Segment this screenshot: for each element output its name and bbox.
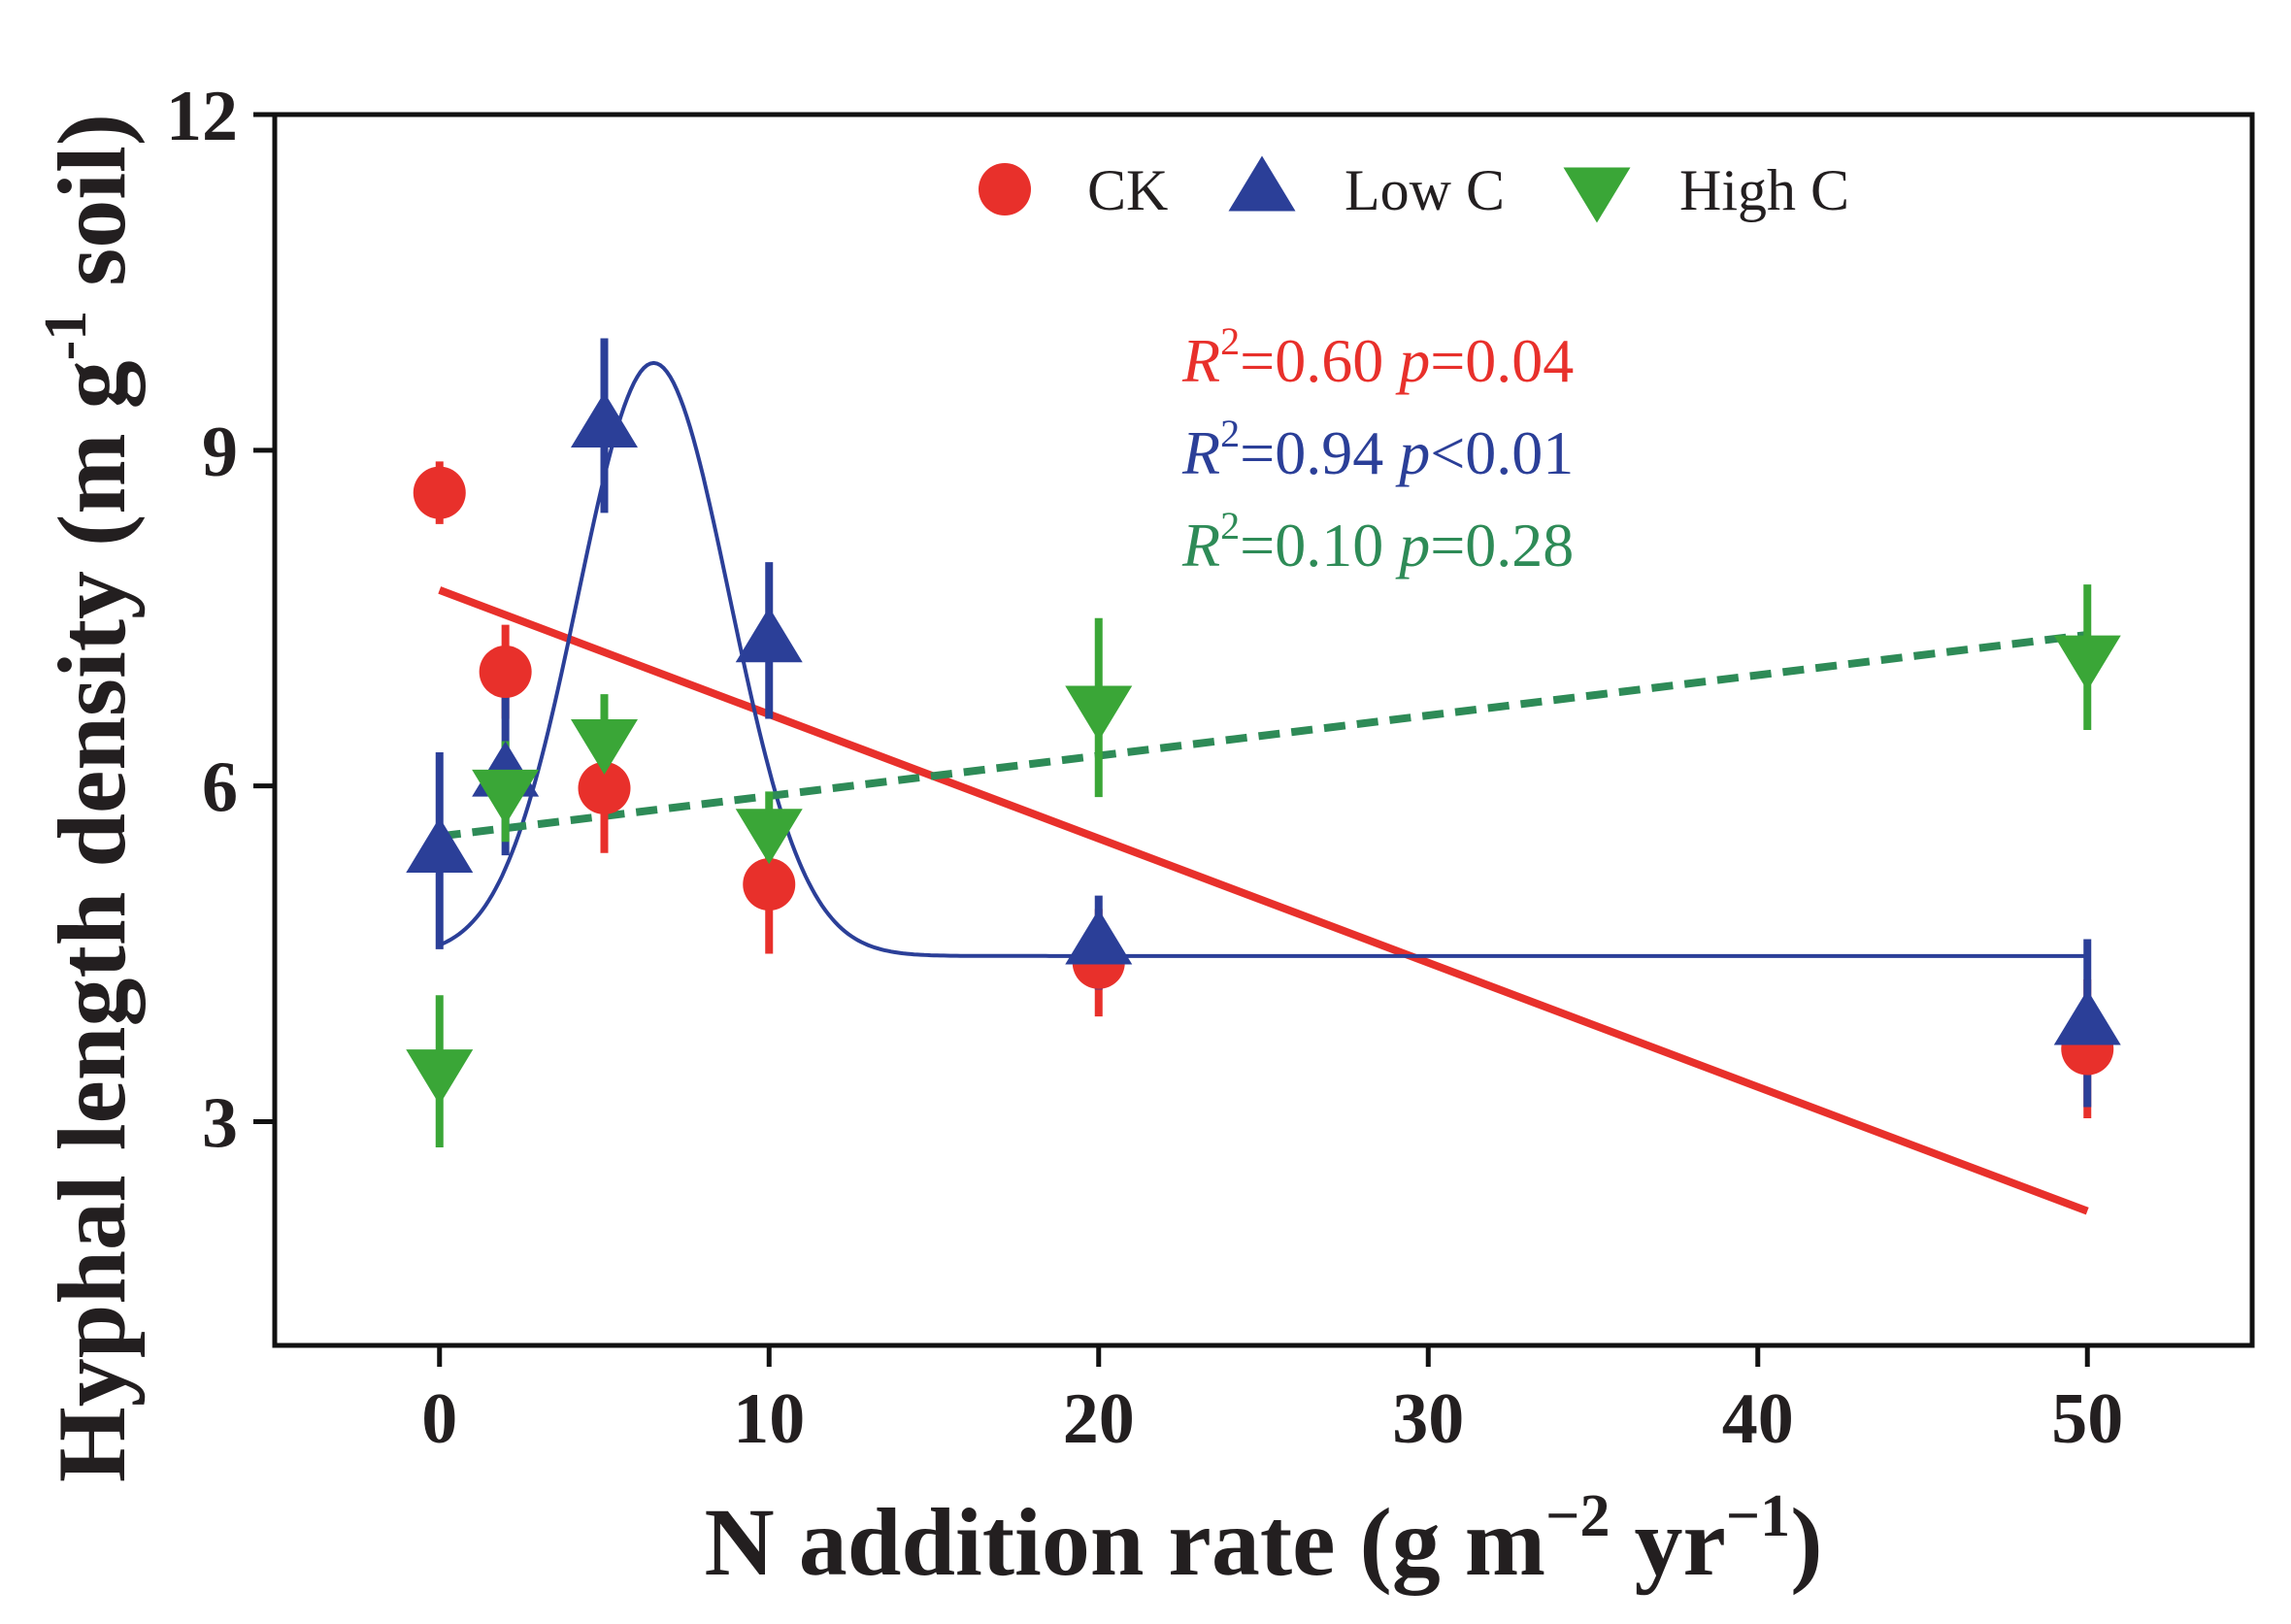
y-axis-title: Hyphal length density (m g-1 soil)	[33, 114, 146, 1482]
plot-frame	[272, 112, 2255, 1348]
fit-stat: R2=0.60 p=0.04	[1181, 319, 1574, 395]
fit-line-high-c	[439, 631, 2088, 841]
fit-line-ck	[438, 586, 2089, 1215]
marker-triangle-down	[1065, 685, 1133, 742]
data-points	[406, 391, 2121, 1106]
y-tick-label: 9	[202, 413, 238, 492]
y-tick-label: 3	[202, 1083, 238, 1163]
fit-stat: R2=0.10 p=0.28	[1181, 504, 1574, 580]
legend-label: High C	[1679, 158, 1849, 222]
marker-triangle-up	[1228, 155, 1296, 212]
marker-triangle-down	[2053, 635, 2121, 691]
marker-circle	[578, 761, 631, 814]
fit-lines	[438, 360, 2089, 1215]
marker-triangle-down	[571, 719, 638, 776]
x-tick-label: 0	[421, 1379, 457, 1459]
axis-ticks: 0 10 20 30 40 50 3 6 9 12	[166, 77, 2123, 1459]
marker-triangle-up	[406, 816, 474, 873]
x-axis-title: N addition rate (g m−2 yr−1)	[705, 1483, 1823, 1596]
x-tick-label: 40	[1722, 1379, 1794, 1459]
marker-circle	[979, 163, 1031, 215]
marker-triangle-down	[735, 809, 803, 865]
marker-triangle-up	[735, 607, 803, 663]
marker-triangle-down	[406, 1049, 474, 1106]
marker-circle	[743, 858, 796, 911]
legend-label: Low C	[1345, 158, 1505, 222]
fit-stat: R2=0.94 p<0.01	[1181, 412, 1574, 487]
legend: CK Low C High C	[979, 155, 1849, 223]
y-tick-label: 12	[166, 77, 238, 156]
x-tick-label: 30	[1392, 1379, 1464, 1459]
x-tick-label: 20	[1063, 1379, 1135, 1459]
fit-curve-low-c	[438, 360, 2088, 958]
marker-triangle-down	[472, 769, 540, 825]
x-tick-label: 10	[733, 1379, 805, 1459]
legend-label: CK	[1087, 158, 1168, 222]
marker-circle	[479, 646, 532, 699]
marker-triangle-down	[1563, 167, 1631, 223]
fit-statistics: R2=0.60 p=0.04 R2=0.94 p<0.01 R2=0.10 p=0.…	[1181, 319, 1574, 580]
marker-triangle-up	[1065, 909, 1133, 965]
marker-circle	[413, 466, 466, 519]
marker-triangle-up	[571, 391, 638, 447]
y-tick-label: 6	[202, 748, 238, 828]
marker-triangle-up	[2053, 989, 2121, 1045]
x-tick-label: 50	[2051, 1379, 2123, 1459]
